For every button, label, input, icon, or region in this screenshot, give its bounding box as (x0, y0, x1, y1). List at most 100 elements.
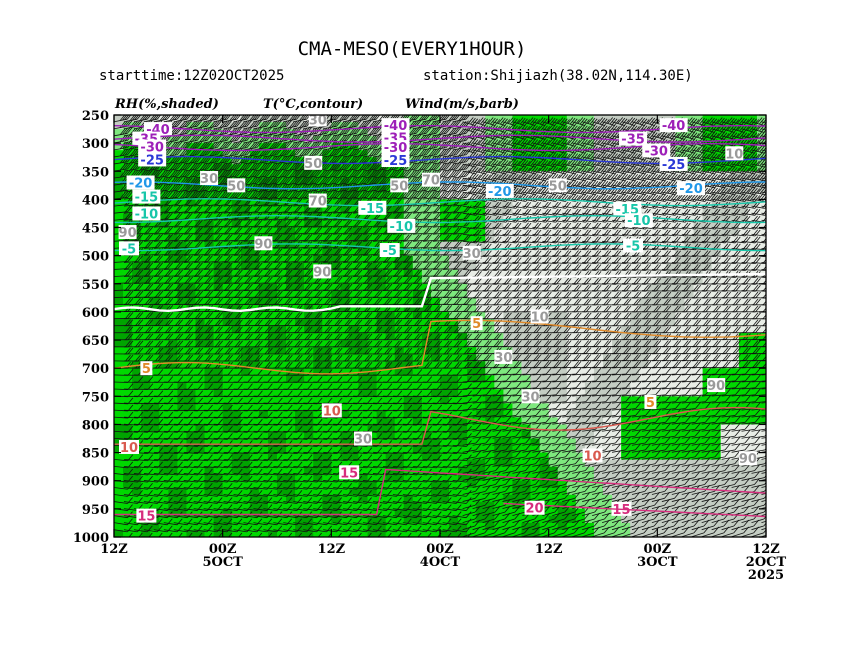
rh-cell (557, 466, 568, 475)
chart-title: CMA-MESO(EVERY1HOUR) (298, 38, 527, 60)
rh-cell (639, 304, 649, 313)
rh-cell (621, 192, 631, 200)
rh-cell (240, 515, 251, 524)
rh-cell (430, 185, 441, 193)
rh-cell (403, 192, 414, 200)
rh-cell (756, 227, 766, 236)
rh-cell (648, 382, 658, 390)
rh-cell (584, 354, 595, 362)
rh-cell (331, 466, 341, 475)
rh-cell (358, 220, 369, 229)
rh-cell (340, 375, 351, 383)
rh-cell (693, 368, 704, 376)
rh-cell (603, 466, 613, 475)
rh-cell (485, 501, 495, 510)
rh-cell (376, 269, 387, 278)
rh-cell (385, 340, 396, 348)
rh-cell (648, 410, 658, 419)
rh-cell (575, 304, 586, 313)
rh-cell (494, 389, 504, 397)
rh-cell (593, 164, 604, 172)
rh-cell (159, 276, 169, 285)
rh-cell (114, 459, 124, 468)
rh-cell (141, 466, 151, 475)
rh-cell (530, 143, 541, 151)
wind-barb-flag (126, 127, 133, 134)
rh-cell (177, 522, 188, 531)
rh-cell (467, 276, 477, 285)
rh-cell (141, 115, 151, 123)
rh-cell (675, 431, 686, 440)
rh-cell (566, 452, 577, 461)
rh-cell (548, 445, 559, 454)
rh-cell (476, 255, 486, 264)
rh-cell (313, 150, 323, 158)
rh-cell (367, 213, 378, 222)
rh-cell (267, 508, 278, 517)
rh-cell (331, 522, 341, 531)
rh-cell (150, 494, 160, 503)
rh-cell (267, 248, 278, 257)
rh-cell (258, 354, 269, 362)
rh-cell (231, 164, 242, 172)
rh-cell (566, 473, 577, 482)
rh-cell (258, 276, 269, 285)
rh-cell (231, 318, 242, 327)
rh-cell (403, 368, 414, 376)
wind-barb-flag (127, 169, 133, 177)
rh-cell (512, 326, 523, 334)
rh-cell (240, 115, 251, 123)
rh-cell (376, 515, 387, 524)
rh-cell (195, 206, 206, 215)
rh-cell (729, 515, 740, 524)
rh-cell (150, 417, 160, 426)
rh-cell (168, 375, 178, 383)
rh-cell (476, 262, 486, 271)
rh-cell (249, 290, 260, 299)
rh-cell (648, 333, 658, 341)
rh-cell (412, 508, 423, 517)
rh-cell (494, 255, 504, 264)
rh-cell (114, 529, 124, 537)
rh-cell (458, 417, 468, 426)
rh-cell (349, 410, 360, 419)
rh-cell (593, 375, 604, 383)
rh-cell (738, 276, 749, 285)
rh-cell (367, 234, 378, 243)
rh-cell (458, 459, 468, 468)
rh-cell (566, 424, 577, 433)
rh-cell (132, 368, 142, 376)
rh-cell (412, 501, 423, 510)
rh-cell (277, 241, 287, 250)
rh-cell (584, 438, 595, 447)
rh-cell (313, 459, 323, 468)
rh-cell (440, 445, 450, 454)
rh-cell (430, 403, 441, 411)
rh-cell (702, 311, 713, 320)
rh-cell (358, 396, 369, 404)
rh-cell (376, 340, 387, 348)
rh-cell (440, 480, 450, 489)
rh-cell (159, 248, 169, 257)
rh-cell (548, 403, 559, 411)
rh-cell (231, 311, 242, 320)
rh-cell (593, 227, 604, 236)
rh-cell (168, 318, 178, 327)
rh-cell (593, 347, 604, 355)
rh-cell (530, 375, 541, 383)
wind-barb-flag (127, 404, 134, 412)
rh-cell (132, 115, 142, 123)
rh-cell (141, 248, 151, 257)
rh-cell (521, 220, 532, 229)
rh-cell (720, 480, 731, 489)
rh-cell (204, 445, 215, 454)
rh-cell (467, 494, 477, 503)
wind-barb-flag (129, 163, 136, 171)
rh-cell (258, 424, 269, 433)
rh-cell (458, 529, 468, 537)
rh-cell (684, 290, 695, 299)
rh-cell (430, 318, 441, 327)
rh-cell (367, 171, 378, 179)
rh-cell (593, 424, 604, 433)
rh-cell (639, 515, 649, 524)
